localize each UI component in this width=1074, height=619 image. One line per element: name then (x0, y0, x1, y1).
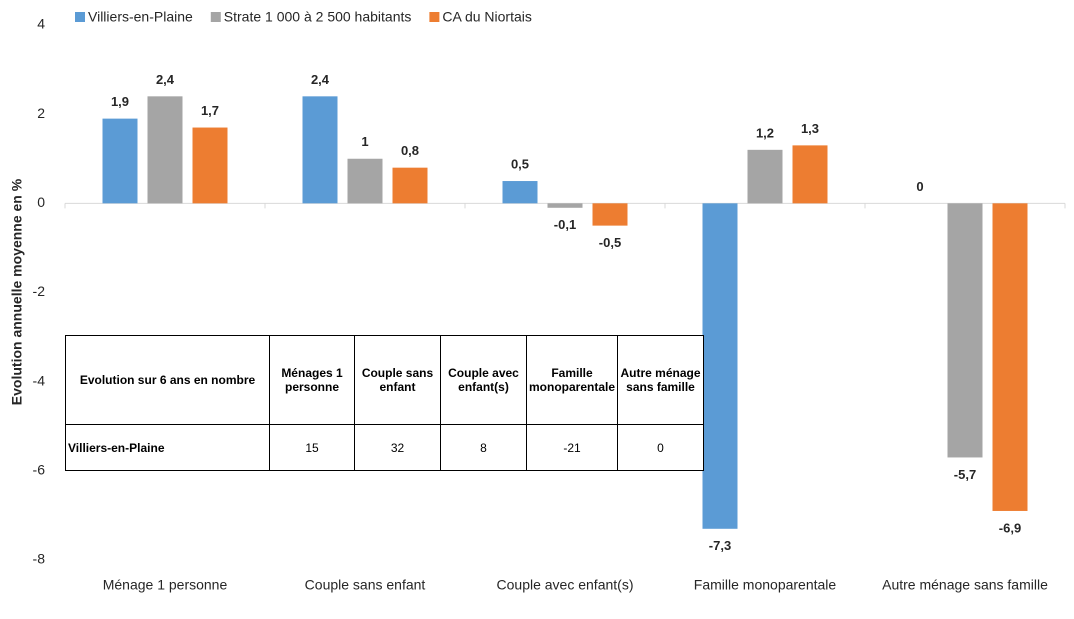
x-tick-label: Autre ménage sans famille (882, 577, 1048, 593)
y-tick-label: 2 (37, 105, 45, 121)
table-cell: Autre ménage sans famille (617, 335, 705, 425)
bar (147, 96, 183, 204)
value-label: 1,9 (111, 94, 129, 109)
x-tick-label: Couple sans enfant (305, 577, 426, 593)
bar (547, 203, 583, 208)
value-label: 1,7 (201, 103, 219, 118)
value-label: 1 (361, 134, 368, 149)
value-label: 0 (916, 179, 923, 194)
bar (502, 181, 538, 204)
bar (947, 203, 983, 458)
y-tick-label: -2 (33, 283, 46, 299)
y-tick-label: 4 (37, 16, 45, 32)
y-tick-label: -8 (33, 551, 46, 567)
legend-swatch (75, 12, 85, 22)
legend-label: CA du Niortais (442, 9, 531, 25)
table-cell: Couple sans enfant (354, 335, 441, 425)
table-cell: -21 (525, 424, 619, 471)
bar (792, 145, 828, 204)
y-tick-label: 0 (37, 194, 45, 210)
bar (592, 203, 628, 226)
bar (392, 167, 428, 204)
bar (102, 118, 138, 204)
table-cell: 8 (440, 424, 527, 471)
y-tick-label: -6 (33, 462, 46, 478)
table-cell: Evolution sur 6 ans en nombre (65, 335, 270, 425)
value-label: -6,9 (999, 520, 1021, 535)
bar (702, 203, 738, 529)
x-tick-label: Famille monoparentale (694, 577, 837, 593)
value-label: -0,5 (599, 235, 621, 250)
value-label: -5,7 (954, 467, 976, 482)
table-cell: 0 (617, 424, 705, 471)
bar (747, 149, 783, 204)
table-cell: 32 (354, 424, 441, 471)
y-axis-title: Evolution annuelle moyenne en % (9, 178, 25, 405)
value-label: -7,3 (709, 538, 731, 553)
table-cell: Villiers-en-Plaine (65, 424, 270, 471)
x-tick-label: Ménage 1 personne (103, 577, 228, 593)
bar (992, 203, 1028, 511)
data-table: Evolution sur 6 ans en nombre Ménages 1 p… (65, 335, 705, 471)
value-label: 0,8 (401, 143, 419, 158)
value-label: 0,5 (511, 156, 529, 171)
value-label: -0,1 (554, 217, 576, 232)
value-label: 1,3 (801, 121, 819, 136)
y-tick-label: -4 (33, 372, 46, 388)
bar (302, 96, 338, 204)
table-cell: Famille monoparentale (525, 335, 619, 425)
bar (192, 127, 228, 204)
table-cell: 15 (269, 424, 355, 471)
value-label: 2,4 (156, 72, 175, 87)
value-label: 2,4 (311, 72, 330, 87)
table-row: Villiers-en-Plaine 15 32 8 -21 0 (65, 424, 705, 471)
bar (347, 158, 383, 204)
legend-label: Strate 1 000 à 2 500 habitants (224, 9, 412, 25)
table-cell: Ménages 1 personne (269, 335, 355, 425)
legend-swatch (210, 12, 221, 22)
legend-label: Villiers-en-Plaine (88, 9, 193, 25)
legend-swatch (429, 12, 440, 22)
x-tick-label: Couple avec enfant(s) (497, 577, 634, 593)
value-label: 1,2 (756, 125, 774, 140)
table-cell: Couple avec enfant(s) (440, 335, 527, 425)
table-header: Evolution sur 6 ans en nombre Ménages 1 p… (65, 335, 705, 425)
